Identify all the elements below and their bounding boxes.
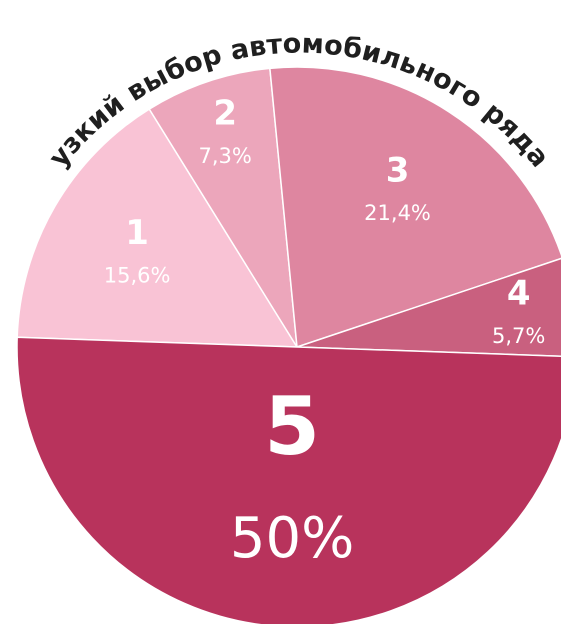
pie-slice: [16, 336, 561, 624]
slice-category-label: 4: [507, 273, 531, 313]
pie-slice: [16, 108, 299, 348]
pie-slice: [269, 66, 561, 349]
slice-category-label: 5: [264, 380, 320, 473]
slice-value-label: 21,4%: [364, 201, 431, 225]
slice-value-label: 50%: [230, 506, 354, 571]
slice-category-label: 1: [125, 213, 149, 253]
slice-category-label: 3: [386, 150, 410, 190]
slice-category-label: 2: [213, 93, 237, 133]
slice-value-label: 5,7%: [492, 324, 545, 348]
pie-slice: [296, 257, 561, 357]
slice-value-label: 15,6%: [104, 263, 171, 287]
slice-value-label: 7,3%: [199, 144, 252, 168]
pie-slice: [148, 67, 298, 348]
